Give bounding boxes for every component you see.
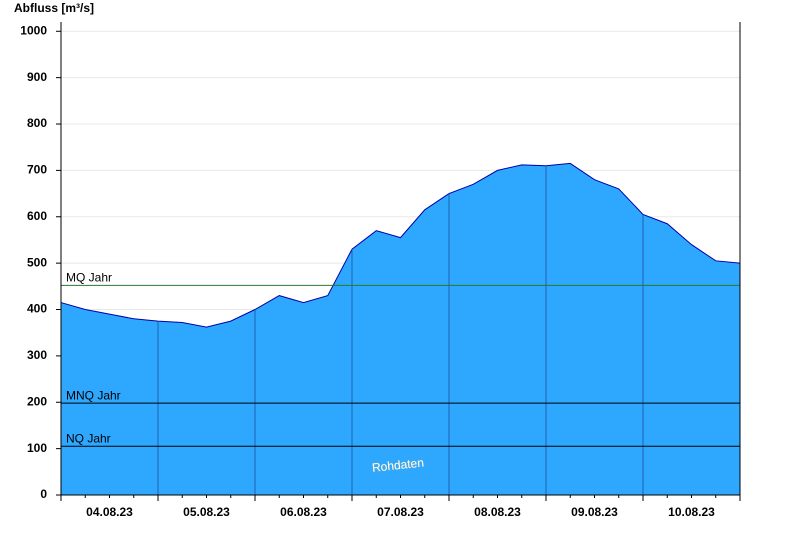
x-tick-label: 10.08.23: [668, 505, 715, 519]
x-tick-label: 07.08.23: [377, 505, 424, 519]
x-tick-label: 06.08.23: [280, 505, 327, 519]
annotation: Rohdaten: [371, 455, 424, 474]
y-tick-label: 500: [27, 255, 47, 269]
y-tick-label: 100: [27, 441, 47, 455]
y-tick-label: 800: [27, 116, 47, 130]
reference-label: MNQ Jahr: [66, 388, 121, 402]
x-tick-label: 08.08.23: [474, 505, 521, 519]
x-tick-label: 05.08.23: [183, 505, 230, 519]
y-tick-label: 1000: [20, 23, 47, 37]
y-tick-label: 900: [27, 70, 47, 84]
y-tick-label: 700: [27, 163, 47, 177]
y-tick-label: 400: [27, 302, 47, 316]
reference-label: MQ Jahr: [66, 271, 112, 285]
y-tick-label: 200: [27, 394, 47, 408]
y-axis-label: Abfluss [m³/s]: [14, 1, 94, 15]
y-tick-label: 0: [40, 487, 47, 501]
y-tick-label: 600: [27, 209, 47, 223]
x-tick-label: 09.08.23: [571, 505, 618, 519]
line: [60, 162, 741, 328]
area: [61, 163, 740, 495]
y-tick-label: 300: [27, 348, 47, 362]
x-tick-label: 04.08.23: [86, 505, 133, 519]
reference-label: NQ Jahr: [66, 431, 111, 445]
